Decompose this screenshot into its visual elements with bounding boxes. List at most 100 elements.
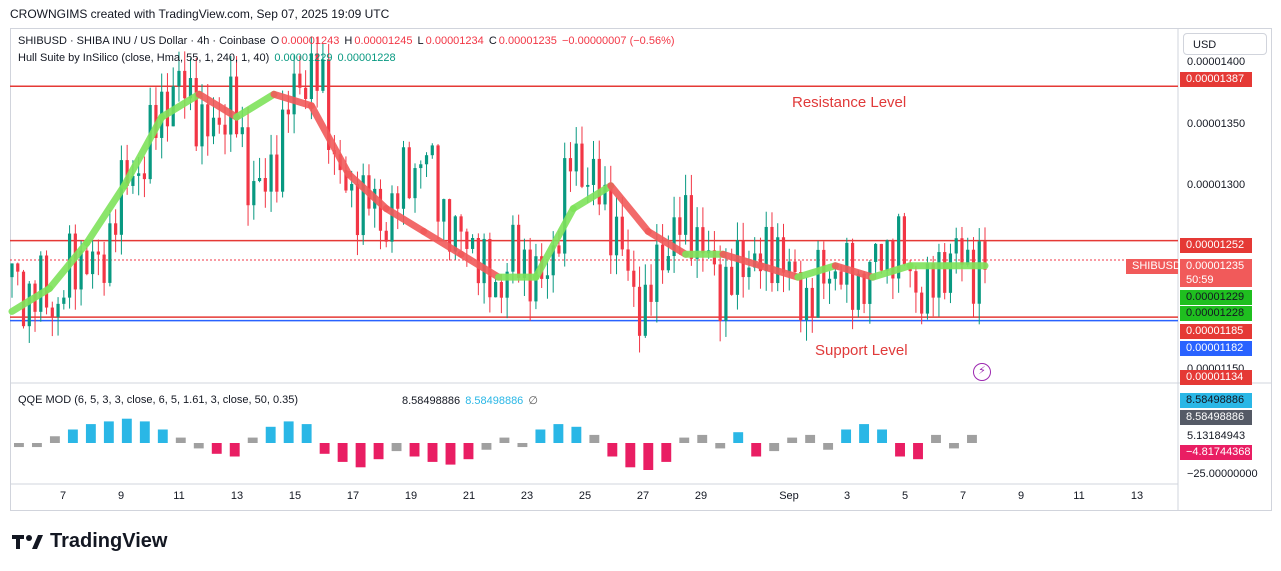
time-tick: 21 [462, 490, 476, 502]
hull-segment [345, 170, 390, 213]
candle-body [735, 240, 740, 295]
candle-body [50, 307, 54, 318]
candle-body [39, 255, 43, 312]
qqe-bar [157, 429, 168, 443]
qqe-legend[interactable]: QQE MOD (6, 5, 3, 3, close, 6, 5, 1.61, … [18, 394, 300, 406]
candle-body [252, 181, 256, 206]
candle-body [937, 252, 941, 298]
high-value: 0.00001245 [354, 35, 413, 47]
symbol-legend[interactable]: SHIBUSD · SHIBA INU / US Dollar · 4h · C… [18, 35, 677, 47]
candle-body [142, 173, 147, 180]
candle-body [165, 91, 170, 127]
qqe-bar [643, 443, 654, 470]
candle-body [263, 177, 267, 192]
time-tick: 29 [694, 490, 708, 502]
tradingview-logo-icon [12, 534, 43, 549]
qqe-bar [751, 443, 762, 457]
qqe-bar [859, 424, 870, 443]
qqe-bar [661, 443, 672, 462]
qqe-label: QQE MOD (6, 5, 3, 3, close, 6, 5, 1.61, … [18, 394, 299, 406]
time-tick: 7 [959, 490, 967, 502]
candle-body [56, 303, 60, 318]
candle-body [517, 224, 521, 278]
brand-name: TradingView [50, 530, 168, 552]
candle-body [119, 160, 123, 235]
qqe-bar [715, 443, 726, 449]
hull-legend[interactable]: Hull Suite by InSilico (close, Hma, 55, … [18, 52, 398, 64]
candle-body [384, 230, 388, 242]
candle-body [885, 240, 889, 271]
candle-body [396, 193, 400, 209]
qqe-tag-neg: −4.81744368 [1180, 445, 1252, 460]
hull-segment [644, 227, 690, 258]
candle-body [804, 287, 809, 321]
qqe-null: ∅ [528, 395, 538, 407]
hull-segment [756, 262, 802, 281]
candle-body [701, 227, 705, 254]
candle-body [695, 227, 699, 259]
open-key: O [270, 35, 280, 47]
candle-body [447, 199, 452, 252]
qqe-bar [14, 443, 24, 448]
candle-body [309, 53, 313, 100]
time-tick: 5 [901, 490, 909, 502]
candle-body [902, 216, 906, 265]
candle-body [390, 193, 394, 242]
currency-button[interactable]: USD [1183, 33, 1267, 55]
candle-body [660, 244, 665, 271]
qqe-bar [571, 426, 582, 443]
qqe-bar [355, 443, 366, 468]
candle-body [304, 87, 308, 100]
candle-body [442, 199, 446, 222]
open-value: 0.00001243 [281, 35, 340, 47]
candle-body [747, 267, 751, 278]
candle-body [931, 263, 935, 298]
candle-body [655, 244, 659, 302]
candle-body [315, 53, 319, 91]
time-tick: 9 [117, 490, 125, 502]
candle-body [568, 158, 573, 172]
candle-body [522, 249, 527, 278]
hull-segment [8, 285, 53, 315]
qqe-bar [733, 432, 744, 443]
candle-body [246, 127, 250, 206]
candle-body [943, 252, 947, 293]
candle-body [563, 158, 567, 254]
time-tick: 15 [288, 490, 302, 502]
qqe-bar [805, 434, 816, 443]
price-tick-1350: 0.00001350 [1187, 118, 1246, 130]
candle-body [223, 124, 227, 135]
candle-body [494, 282, 498, 298]
candle-body [424, 155, 429, 165]
candle-body [292, 73, 296, 115]
candle-body [62, 297, 66, 304]
qqe-bar [949, 443, 959, 449]
lightning-icon[interactable]: ⚡ [973, 363, 991, 381]
candle-body [453, 216, 457, 252]
qqe-bar [823, 443, 834, 450]
qqe-bar [427, 443, 438, 462]
qqe-value-2: 8.58498886 [465, 395, 524, 407]
candle-body [983, 241, 987, 270]
hull-segment [457, 250, 502, 281]
candle-body [131, 175, 135, 186]
qqe-bar [967, 434, 977, 443]
hull-segment [45, 239, 91, 293]
qqe-bar [175, 437, 186, 443]
hull-segment [270, 90, 315, 110]
candle-body [770, 226, 774, 284]
time-tick: Sep [779, 490, 799, 502]
qqe-bar [193, 443, 204, 449]
candle-body [465, 231, 469, 249]
candle-body [286, 109, 290, 115]
candle-body [614, 216, 619, 256]
qqe-bar [931, 434, 941, 443]
qqe-bar [67, 429, 78, 443]
tradingview-brand[interactable]: TradingView [12, 530, 167, 553]
qqe-bar [841, 429, 852, 443]
hull-segment [569, 182, 615, 213]
resistance-top-tag: 0.00001387 [1180, 72, 1252, 87]
price-tick-1400: 0.00001400 [1187, 56, 1246, 68]
candle-body [419, 164, 423, 169]
